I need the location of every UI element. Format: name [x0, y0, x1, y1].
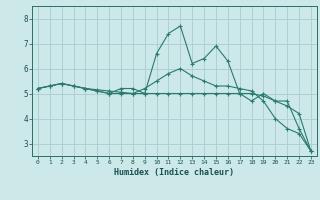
X-axis label: Humidex (Indice chaleur): Humidex (Indice chaleur) [115, 168, 234, 177]
